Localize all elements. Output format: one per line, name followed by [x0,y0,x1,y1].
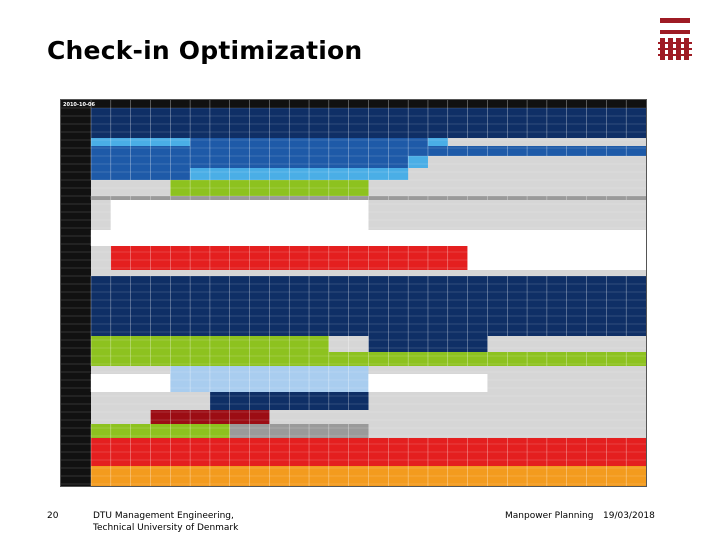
logo-text: DTU [666,22,685,31]
schedule-band [91,424,230,438]
dtu-logo: DTU [658,18,692,60]
schedule-band [91,138,191,146]
institution-line-1: DTU Management Engineering, [93,511,234,521]
schedule-band [408,156,428,168]
schedule-band [190,168,409,180]
check-in-schedule-chart: 2010-10-06 [60,99,647,487]
schedule-band [229,424,369,438]
presentation-date: 19/03/2018 [603,511,655,521]
schedule-band [110,200,369,230]
institution: DTU Management Engineering, Technical Un… [93,510,238,534]
schedule-row-label-column [61,100,91,486]
presentation-topic: Manpower Planning [505,511,594,521]
schedule-band [467,246,646,270]
institution-line-2: Technical University of Denmark [93,523,239,533]
schedule-band [427,138,448,146]
page-number: 20 [47,511,59,521]
schedule-date-label: 2010-10-06 [63,102,96,108]
slide-title: Check-in Optimization [47,36,363,65]
schedule-band [91,168,191,180]
